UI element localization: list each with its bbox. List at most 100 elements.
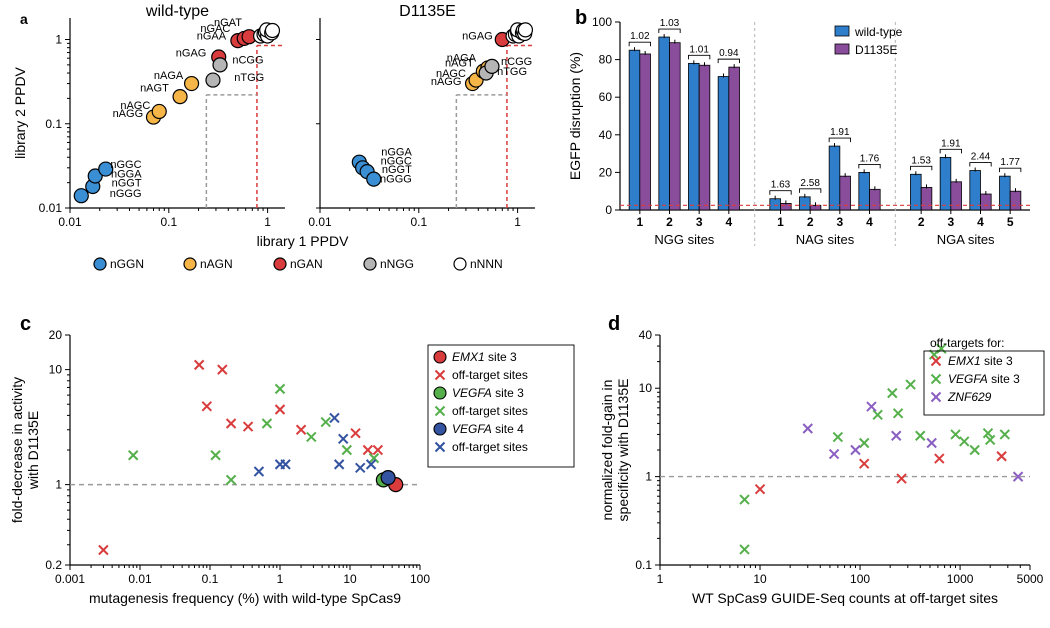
svg-text:specificity with D1135E: specificity with D1135E (615, 379, 631, 522)
svg-text:nAGA: nAGA (154, 70, 184, 82)
svg-text:2: 2 (807, 215, 814, 229)
svg-text:wild-type: wild-type (145, 3, 209, 20)
svg-text:2: 2 (918, 215, 925, 229)
svg-text:0: 0 (605, 203, 612, 217)
svg-text:D1135E: D1135E (855, 43, 897, 57)
svg-text:normalized fold-gain in: normalized fold-gain in (599, 380, 615, 521)
panel-a-point (185, 77, 199, 91)
svg-text:10: 10 (343, 572, 357, 586)
svg-text:0.001: 0.001 (55, 572, 85, 586)
svg-text:10: 10 (753, 572, 767, 586)
panel-b-bar (699, 65, 710, 210)
svg-text:1: 1 (645, 470, 652, 484)
svg-text:4: 4 (977, 215, 984, 229)
figure: a 0.01 0.1 1 0.01 0.1 1 wild-type 0.01 0.1 1 D1135E… (0, 0, 1050, 628)
svg-text:1000: 1000 (947, 572, 974, 586)
svg-text:1: 1 (777, 215, 784, 229)
svg-text:VEGFA site 3: VEGFA site 3 (452, 386, 524, 400)
panel-b-bar (659, 37, 670, 210)
svg-text:nGAG: nGAG (462, 31, 493, 43)
svg-text:1: 1 (514, 215, 521, 229)
svg-text:0.01: 0.01 (308, 215, 332, 229)
panel-b-bar (970, 171, 981, 210)
svg-text:library 2 PPDV: library 2 PPDV (12, 66, 28, 158)
panel-a-point (518, 23, 532, 37)
svg-text:off-target sites: off-target sites (452, 404, 528, 418)
svg-text:library 1 PPDV: library 1 PPDV (257, 233, 349, 249)
panel-a-legend: nGGNnAGNnGANnNGGnNNN (94, 257, 503, 271)
panel-b-bar (688, 63, 699, 210)
svg-text:4: 4 (866, 215, 873, 229)
svg-text:nNNN: nNNN (470, 257, 503, 271)
svg-text:nCGG: nCGG (501, 56, 532, 68)
svg-text:NGG sites: NGG sites (654, 232, 714, 247)
svg-text:1.01: 1.01 (689, 44, 709, 55)
svg-text:1: 1 (55, 33, 62, 47)
panel-b-bar (640, 54, 651, 210)
svg-text:5000: 5000 (1017, 572, 1044, 586)
svg-text:2.58: 2.58 (800, 178, 820, 189)
panel-c-label: c (20, 313, 31, 335)
panel-a-point (206, 73, 220, 87)
svg-text:0.1: 0.1 (410, 215, 427, 229)
svg-text:1: 1 (55, 478, 62, 492)
svg-text:2.44: 2.44 (971, 152, 991, 163)
svg-text:off-target sites: off-target sites (452, 440, 528, 454)
panel-b-bar (921, 187, 932, 210)
panel-b-bar (629, 50, 640, 210)
svg-text:20: 20 (49, 328, 63, 342)
svg-text:NGA sites: NGA sites (937, 232, 995, 247)
svg-text:EGFP disruption (%): EGFP disruption (%) (567, 52, 583, 180)
svg-text:1.02: 1.02 (630, 31, 650, 42)
panel-a-point (213, 58, 227, 72)
panel-a-point (265, 23, 279, 37)
panel-a-subplot-1: 0.01 0.1 1 D1135E (308, 3, 535, 229)
panel-a-point (152, 104, 166, 118)
svg-text:nAGN: nAGN (200, 257, 233, 271)
svg-text:100: 100 (410, 572, 430, 586)
svg-text:100: 100 (850, 572, 870, 586)
svg-text:wild-type: wild-type (854, 25, 903, 39)
svg-text:nAGT: nAGT (140, 83, 169, 95)
svg-text:nAGC: nAGC (436, 68, 466, 80)
svg-text:nAGA: nAGA (447, 52, 477, 64)
panel-b-label: b (575, 7, 587, 29)
svg-text:1.03: 1.03 (660, 18, 680, 29)
svg-text:EMX1 site 3: EMX1 site 3 (948, 354, 1013, 368)
panel-c-point (381, 471, 395, 485)
svg-text:off-targets for:: off-targets for: (930, 336, 1004, 350)
svg-text:80: 80 (599, 53, 613, 67)
svg-text:ZNF629: ZNF629 (947, 390, 992, 404)
svg-text:mutagenesis frequency (%) with: mutagenesis frequency (%) with wild-type… (89, 590, 401, 606)
svg-text:1.91: 1.91 (830, 127, 850, 138)
svg-text:with D1135E: with D1135E (25, 411, 41, 490)
svg-text:60: 60 (599, 90, 613, 104)
svg-text:3: 3 (836, 215, 843, 229)
panel-b-bar (981, 194, 992, 210)
svg-text:0.94: 0.94 (719, 48, 739, 59)
panel-a-point (173, 90, 187, 104)
svg-text:0.01: 0.01 (128, 572, 152, 586)
svg-text:1.53: 1.53 (911, 155, 931, 166)
svg-text:nTGG: nTGG (234, 72, 264, 84)
svg-text:NAG sites: NAG sites (796, 232, 855, 247)
panel-b-bar (729, 67, 740, 210)
panel-b-bar (870, 189, 881, 210)
svg-text:nGAT: nGAT (214, 17, 242, 29)
svg-text:1: 1 (636, 215, 643, 229)
svg-text:nAGC: nAGC (120, 100, 150, 112)
panel-b-bar (1010, 191, 1021, 210)
panel-b-bar (910, 174, 921, 210)
panel-b-bar (799, 197, 810, 210)
svg-text:nNGG: nNGG (380, 257, 414, 271)
svg-text:D1135E: D1135E (399, 3, 456, 20)
panel-a-point (367, 172, 381, 186)
panel-d-label: d (608, 313, 620, 335)
svg-text:0.1: 0.1 (635, 558, 652, 572)
svg-text:nGGG: nGGG (380, 174, 412, 186)
svg-text:100: 100 (592, 15, 612, 29)
svg-text:20: 20 (599, 165, 613, 179)
svg-text:4: 4 (725, 215, 732, 229)
svg-text:1: 1 (657, 572, 664, 586)
panel-a-label: a (20, 11, 28, 27)
